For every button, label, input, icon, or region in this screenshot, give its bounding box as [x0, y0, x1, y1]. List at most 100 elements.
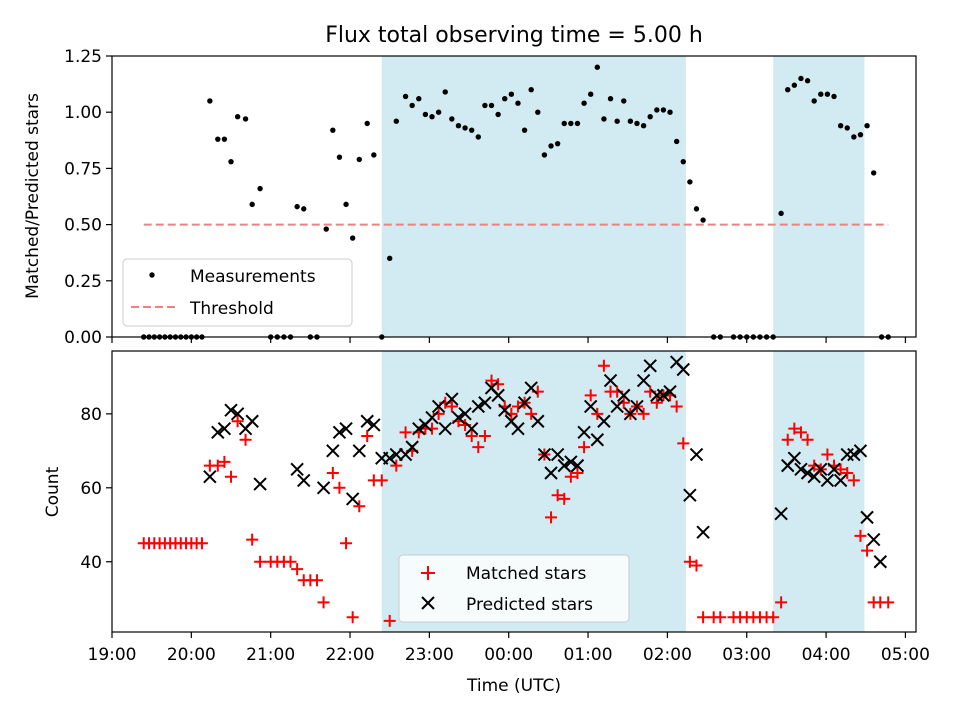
matched-star-point: [211, 459, 224, 472]
measurement-point: [371, 152, 377, 158]
predicted-star-point: [683, 488, 697, 502]
count-x-tick-label: 05:00: [881, 645, 930, 665]
matched-star-point: [775, 596, 788, 609]
measurement-point: [356, 156, 362, 163]
measurement-point: [818, 91, 824, 97]
count-plot-frame: [111, 350, 917, 633]
matched-star-point: [670, 400, 683, 413]
matched-star-point: [677, 437, 690, 450]
matched-star-point: [637, 407, 650, 420]
measurement-point: [837, 122, 844, 129]
measurement-point: [864, 122, 870, 129]
predicted-star-point: [583, 399, 598, 414]
measurement-point: [234, 113, 241, 120]
predicted-star-point: [820, 473, 835, 488]
matched-star-point: [445, 400, 458, 413]
matched-star-point: [834, 463, 847, 476]
measurement-point: [614, 118, 620, 124]
measurement-point: [831, 93, 837, 100]
count-y-tick-label: 80: [80, 405, 102, 425]
legend-predicted-marker: [421, 596, 435, 610]
predicted-star-point: [438, 421, 452, 436]
measurement-point: [594, 64, 601, 70]
legend-matched-marker: [421, 566, 435, 580]
count-x-tick-label: 01:00: [564, 645, 613, 665]
measurement-point: [336, 154, 343, 160]
measurement-point: [621, 98, 627, 104]
count-y-axis-ticks: 40 60 80: [80, 405, 112, 573]
matched-star-point: [841, 467, 854, 480]
predicted-star-point: [531, 414, 545, 428]
ratio-y-axis-label: Matched/Predicted stars: [23, 93, 43, 299]
count-x-tick-label: 20:00: [167, 645, 216, 665]
measurements-series: [141, 64, 891, 340]
predicted-star-point: [590, 433, 605, 447]
matched-star-point: [545, 511, 558, 524]
measurement-point: [343, 201, 349, 208]
measurement-point: [700, 217, 706, 223]
legend-measurements-marker: [149, 272, 155, 278]
measurement-point: [844, 125, 850, 131]
count-y-tick-label: 60: [80, 479, 102, 499]
matched-star-point: [195, 537, 208, 550]
legend-threshold-label: Threshold: [189, 299, 274, 319]
predicted-star-point: [866, 532, 881, 547]
measurement-point: [393, 118, 400, 124]
predicted-star-point: [814, 462, 828, 477]
predicted-star-point: [224, 403, 238, 417]
measurement-point: [521, 127, 528, 133]
predicted-star-point: [537, 447, 552, 462]
measurement-point: [301, 206, 307, 212]
matched-star-point: [326, 467, 339, 480]
matched-star-point: [861, 544, 874, 557]
matched-star-point: [551, 489, 564, 502]
measurement-point: [680, 158, 686, 165]
matched-star-point: [882, 596, 895, 609]
predicted-star-point: [873, 555, 888, 569]
matched-stars-series: [137, 359, 895, 627]
measurement-point: [422, 111, 429, 118]
measurement-point: [482, 102, 488, 109]
count-shaded-interval-2: [773, 351, 865, 632]
predicted-star-point: [636, 373, 651, 388]
predicted-star-point: [517, 396, 532, 410]
measurement-point: [528, 87, 534, 93]
measurement-point: [455, 122, 462, 129]
measurement-point: [870, 170, 877, 176]
predicted-star-point: [610, 399, 624, 414]
measurement-point: [488, 102, 495, 109]
predicted-star-point: [217, 421, 232, 436]
matched-star-point: [558, 492, 571, 505]
matched-star-point: [788, 422, 801, 435]
matched-star-point: [794, 426, 807, 439]
predicted-star-point: [445, 392, 459, 406]
count-x-axis-label: Time (UTC): [466, 676, 561, 696]
measurement-point: [693, 206, 700, 212]
ratio-y-tick-label: 0.25: [64, 272, 102, 292]
predicted-star-point: [352, 444, 366, 458]
measurement-point: [667, 109, 673, 115]
measurement-point: [785, 87, 791, 93]
predicted-star-point: [794, 462, 808, 477]
measurement-point: [587, 91, 594, 97]
measurement-point: [548, 143, 554, 149]
measurement-point: [402, 93, 409, 100]
measurement-point: [323, 226, 329, 232]
predicted-star-point: [478, 396, 492, 410]
measurement-point: [654, 107, 660, 113]
measurement-point: [228, 158, 234, 165]
predicted-star-point: [290, 462, 304, 477]
matched-star-point: [225, 470, 238, 483]
ratio-shaded-interval-2: [773, 56, 865, 337]
matched-star-point: [333, 481, 346, 494]
predicted-star-point: [696, 525, 710, 539]
matched-star-point: [650, 396, 663, 409]
measurement-point: [429, 113, 435, 120]
predicted-star-point: [451, 410, 466, 425]
measurement-point: [249, 201, 255, 208]
ratio-y-tick-label: 1.00: [64, 103, 102, 123]
predicted-star-point: [245, 414, 259, 428]
measurement-point: [601, 116, 607, 122]
predicted-star-point: [464, 421, 479, 436]
measurement-point: [824, 91, 831, 97]
